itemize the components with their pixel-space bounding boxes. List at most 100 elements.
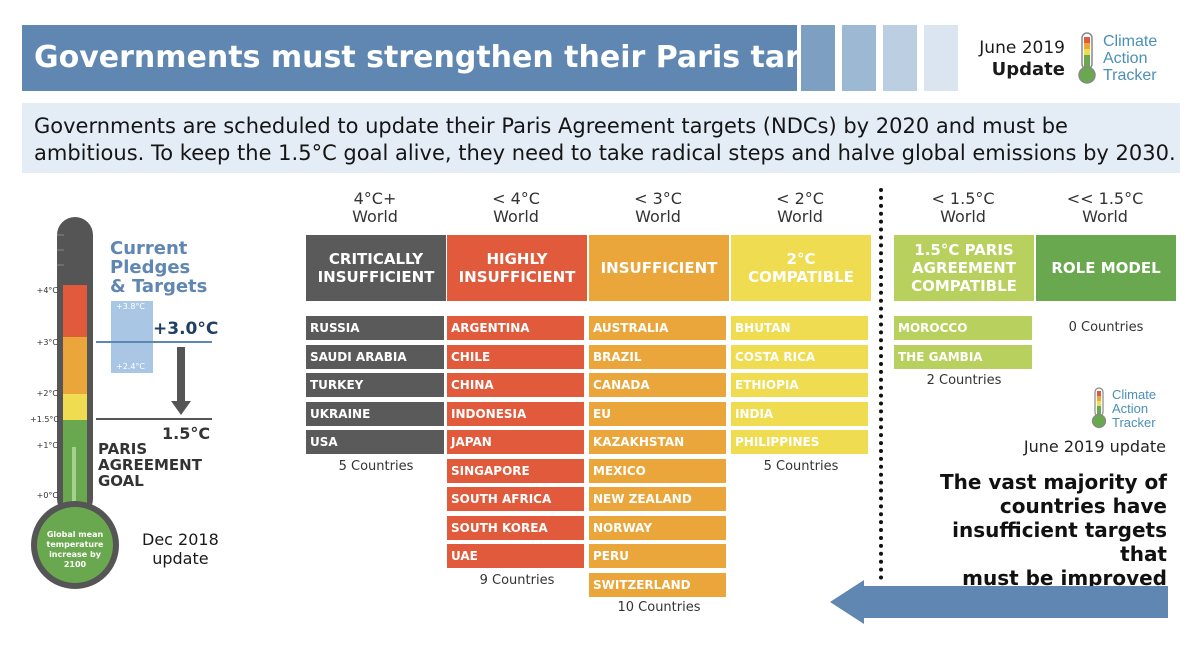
country-row-south-korea: SOUTH KOREA <box>447 515 584 540</box>
world-label-4: < 1.5°C World <box>893 190 1033 226</box>
tick-0c: +0°C <box>36 491 58 500</box>
header-logo: Climate Action Tracker <box>1076 31 1186 87</box>
goal-label: PARIS AGREEMENT GOAL <box>98 441 228 489</box>
panel-logo-line-3: Tracker <box>1112 415 1156 430</box>
panel-logo-line-1: Climate <box>1112 387 1157 402</box>
logo-line-3: Tracker <box>1103 67 1157 84</box>
category-header-highly-insufficient: HIGHLY INSUFFICIENT <box>447 235 587 301</box>
world-label-temp: 4°C+ <box>353 189 397 208</box>
conclusion-line-3: insufficient targets that <box>952 518 1167 566</box>
down-arrow-icon <box>177 347 185 403</box>
world-label-2: < 3°C World <box>588 190 728 226</box>
tick-1-5c: +1.5°C <box>30 415 60 424</box>
country-row-russia: RUSSIA <box>306 316 444 340</box>
left-arrow-head-icon <box>830 580 864 624</box>
world-label-word: World <box>635 207 681 226</box>
country-count-3: 5 Countries <box>763 459 839 474</box>
country-row-switzerland: SWITZERLAND <box>589 572 726 597</box>
down-arrow-head-icon <box>171 401 191 415</box>
panel-logo: Climate Action Tracker <box>1090 386 1180 432</box>
tick-1c: +1°C <box>36 441 58 450</box>
country-row-canada: CANADA <box>589 373 726 397</box>
conclusion-line-2: countries have <box>999 494 1167 518</box>
update-date-month: June 2019 <box>979 38 1065 58</box>
title-accent-square-4 <box>924 25 958 91</box>
title-accent-square-2 <box>842 25 876 91</box>
country-row-china: CHINA <box>447 373 584 397</box>
dec-2018-label: Dec 2018 update <box>142 530 219 568</box>
country-count-0: 5 Countries <box>338 459 414 474</box>
country-row-kazakhstan: KAZAKHSTAN <box>589 430 726 454</box>
country-count-4: 2 Countries <box>926 373 1002 388</box>
country-row-ukraine: UKRAINE <box>306 401 444 426</box>
pledges-title-line-2: Pledges <box>110 257 191 278</box>
pledges-title-line-3: & Targets <box>110 276 208 297</box>
update-date-bold: Update <box>991 59 1065 80</box>
country-row-new-zealand: NEW ZEALAND <box>589 487 726 511</box>
thermometer-icon <box>31 217 119 589</box>
category-header-role-model: ROLE MODEL <box>1036 235 1176 301</box>
country-row-saudi-arabia: SAUDI ARABIA <box>306 344 444 369</box>
world-label-5: << 1.5°C World <box>1035 190 1175 226</box>
goal-label-line-3: GOAL <box>98 472 144 490</box>
subtitle-banner: Governments are scheduled to update thei… <box>22 103 1180 173</box>
thermometer-logo-icon <box>1091 387 1107 429</box>
country-row-argentina: ARGENTINA <box>447 316 584 340</box>
dotted-divider <box>879 188 883 580</box>
country-row-chile: CHILE <box>447 344 584 369</box>
country-count-1: 9 Countries <box>479 573 555 588</box>
subtitle-line-2: ambitious. To keep the 1.5°C goal alive,… <box>34 141 1176 165</box>
panel-logo-line-2: Action <box>1112 401 1149 416</box>
country-count-2: 10 Countries <box>617 600 701 615</box>
goal-line <box>96 418 212 420</box>
world-label-0: 4°C+ World <box>305 190 445 226</box>
country-row-costa-rica: COSTA RICA <box>731 344 868 369</box>
title-accent-square-1 <box>801 25 835 91</box>
world-label-temp: < 2°C <box>776 189 824 208</box>
thermometer-logo-icon <box>1078 32 1096 84</box>
country-row-india: INDIA <box>731 401 868 426</box>
logo-line-2: Action <box>1103 50 1148 67</box>
world-label-1: < 4°C World <box>446 190 586 226</box>
pledge-low-label: +2.4°C <box>116 362 146 371</box>
country-row-mexico: MEXICO <box>589 458 726 483</box>
country-row-morocco: MOROCCO <box>894 316 1032 340</box>
country-row-bhutan: BHUTAN <box>731 316 868 340</box>
world-label-temp: < 4°C <box>492 189 540 208</box>
left-arrow-icon <box>862 586 1168 618</box>
country-row-uae: UAE <box>447 544 584 568</box>
world-label-word: World <box>493 207 539 226</box>
logo-line-1: Climate <box>1103 33 1158 50</box>
country-row-eu: EU <box>589 401 726 426</box>
world-label-word: World <box>1082 207 1128 226</box>
tick-3c: +3°C <box>36 338 58 347</box>
dec-label-line-2: update <box>152 549 209 568</box>
conclusion-text: The vast majority of countries have insu… <box>905 470 1167 590</box>
country-row-indonesia: INDONESIA <box>447 401 584 426</box>
world-label-temp: < 3°C <box>634 189 682 208</box>
conclusion-line-1: The vast majority of <box>939 470 1167 494</box>
category-header-insufficient: INSUFFICIENT <box>589 235 729 301</box>
category-header-1-5-c-paris-agreement-compatible: 1.5°C PARIS AGREEMENT COMPATIBLE <box>894 235 1034 301</box>
tick-4c: +4°C <box>36 286 58 295</box>
subtitle-line-1: Governments are scheduled to update thei… <box>34 114 1068 138</box>
country-row-peru: PERU <box>589 544 726 568</box>
pledge-line <box>96 341 212 343</box>
pledges-title-line-1: Current <box>110 238 188 259</box>
world-label-word: World <box>777 207 823 226</box>
category-header-2-c-compatible: 2°C COMPATIBLE <box>731 235 871 301</box>
goal-label-line-1: PARIS <box>98 440 148 458</box>
pledge-high-label: +3.8°C <box>116 302 146 311</box>
tick-2c: +2°C <box>36 389 58 398</box>
world-label-word: World <box>352 207 398 226</box>
pledges-title: Current Pledges & Targets <box>110 239 207 296</box>
world-label-temp: < 1.5°C <box>931 189 995 208</box>
page-title: Governments must strengthen their Paris … <box>22 25 874 91</box>
bulb-label: Global mean temperature increase by 2100 <box>46 530 104 569</box>
country-row-singapore: SINGAPORE <box>447 458 584 483</box>
country-row-south-africa: SOUTH AFRICA <box>447 487 584 511</box>
panel-update-label: June 2019 update <box>1023 437 1166 456</box>
category-header-critically-insufficient: CRITICALLY INSUFFICIENT <box>306 235 446 301</box>
country-row-the-gambia: THE GAMBIA <box>894 344 1032 369</box>
dec-label-line-1: Dec 2018 <box>142 530 219 549</box>
